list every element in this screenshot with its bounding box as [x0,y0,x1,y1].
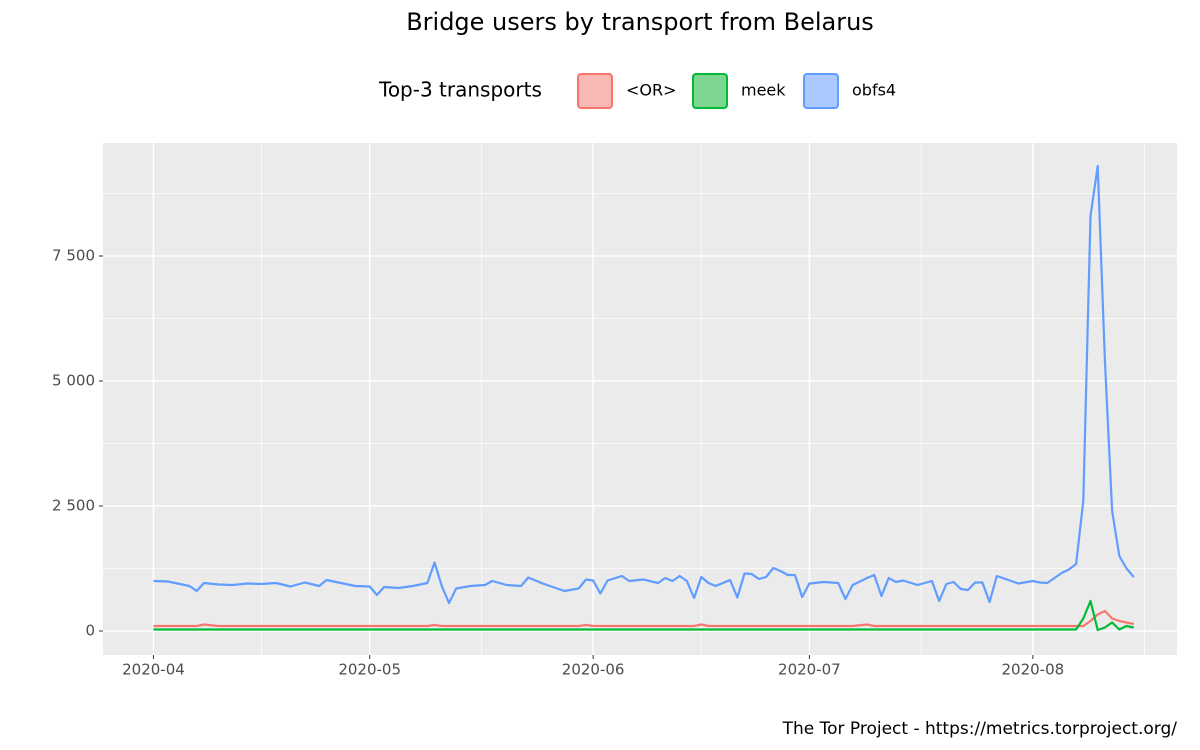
legend-label: meek [741,81,786,100]
line-series [153,599,1134,632]
y-tick-label: 7 500 [52,247,95,265]
x-tick-label: 2020-04 [122,661,185,679]
caption: The Tor Project - https://metrics.torpro… [782,719,1178,739]
legend-label: <OR> [626,81,677,100]
line-series [153,164,1135,605]
x-tick-label: 2020-07 [778,661,841,679]
legend-label: obfs4 [852,81,896,100]
line-series [153,609,1134,628]
x-tick-label: 2020-05 [338,661,401,679]
chart-title: Bridge users by transport from Belarus [406,8,874,36]
legend-title: Top-3 transports [378,78,542,102]
legend-swatch [692,73,728,109]
x-tick-label: 2020-08 [1001,661,1064,679]
legend-swatch [577,73,613,109]
y-tick-label: 5 000 [52,372,95,390]
x-tick-label: 2020-06 [562,661,625,679]
y-tick-label: 0 [85,622,95,640]
y-tick-label: 2 500 [52,497,95,515]
legend-swatch [803,73,839,109]
plot-panel [103,143,1177,655]
